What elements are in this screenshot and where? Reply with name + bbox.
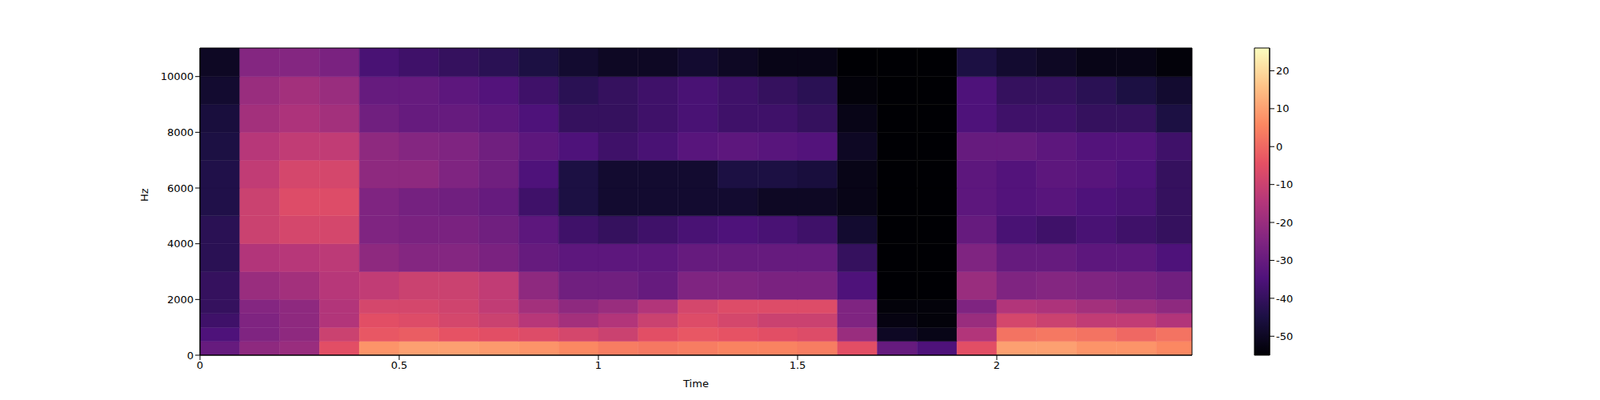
- svg-text:-20: -20: [1276, 216, 1293, 229]
- svg-text:-10: -10: [1276, 178, 1293, 191]
- svg-text:0: 0: [196, 359, 204, 372]
- svg-text:0.5: 0.5: [391, 359, 408, 372]
- svg-text:1.5: 1.5: [789, 359, 807, 372]
- svg-text:Hz: Hz: [138, 188, 151, 202]
- svg-text:2: 2: [993, 359, 1000, 372]
- svg-text:1: 1: [595, 359, 602, 372]
- svg-text:4000: 4000: [167, 237, 194, 250]
- svg-text:0: 0: [1276, 140, 1283, 153]
- svg-text:0: 0: [187, 349, 194, 362]
- svg-text:Time: Time: [682, 377, 709, 390]
- svg-text:20: 20: [1276, 64, 1290, 77]
- svg-text:-40: -40: [1276, 292, 1293, 305]
- svg-text:8000: 8000: [167, 126, 194, 139]
- svg-text:10000: 10000: [160, 70, 194, 83]
- svg-text:6000: 6000: [167, 182, 194, 195]
- svg-text:-30: -30: [1276, 254, 1293, 267]
- svg-text:10: 10: [1276, 102, 1290, 115]
- svg-text:2000: 2000: [167, 293, 194, 306]
- svg-text:-50: -50: [1276, 330, 1293, 343]
